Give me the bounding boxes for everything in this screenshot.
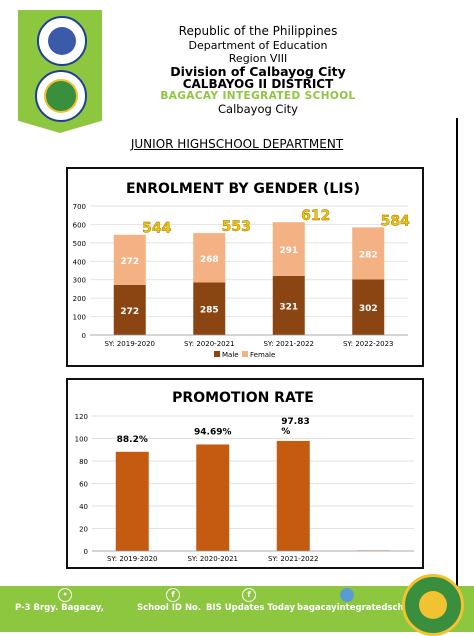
chart-title: PROMOTION RATE [172,390,314,406]
chart-title: ENROLMENT BY GENDER (LIS) [126,181,360,197]
header-district: CALBAYOG II DISTRICT [182,77,334,91]
header-division: Division of Calbayog City [170,64,346,79]
facebook-icon: f [166,588,180,602]
promotion-chart: PROMOTION RATE 0 20 40 60 80 100 120 88.2% SY: 20… [75,390,414,563]
data-label: 94.69% [194,427,232,437]
y-tick-label: 200 [73,295,86,303]
y-tick-label: 60 [79,481,88,489]
x-tick-label: SY: 2022-2023 [343,340,394,348]
y-tick-label: 700 [73,203,86,211]
data-label-total: 612 [301,208,330,224]
deped-seal-logo [37,16,87,66]
bar-male [113,284,146,335]
header-region: Region VIII [228,52,288,65]
y-tick-label: 120 [75,413,88,421]
y-tick-label: 400 [73,258,86,266]
y-tick-label: 100 [73,314,86,322]
data-label-male: 321 [279,302,298,312]
data-label-total: 553 [222,219,251,235]
x-tick-label: SY: 2020-2021 [187,555,238,563]
location-pin-icon: • [58,588,72,602]
footer-bar [0,586,474,632]
data-label-male: 302 [359,304,378,314]
data-label: 88.2% [117,435,148,445]
facebook-page-icon: f [242,588,256,602]
bar-male [272,275,305,335]
y-tick-label: 500 [73,240,86,248]
y-tick-label: 0 [84,548,88,556]
footer-address: P-3 Brgy. Bagacay, [15,603,104,613]
data-label-male: 285 [200,306,219,316]
y-tick-label: 40 [79,503,88,511]
x-tick-label: SY: 2021-2022 [263,340,314,348]
data-label-female: 272 [120,257,139,267]
bar-female [113,234,146,285]
footer-fb-page[interactable]: BIS Updates Today [206,603,295,613]
page-divider-line [456,118,458,596]
y-tick-label: 80 [79,458,88,466]
data-label-female: 282 [359,250,378,260]
y-tick-label: 20 [79,526,88,534]
legend-swatch [214,351,220,357]
header-school-name: BAGACAY INTEGRATED SCHOOL [160,90,356,102]
header-city: Calbayog City [218,102,298,116]
bar-female [352,227,385,280]
legend-label: Female [250,351,275,359]
header-department: Department of Education [188,39,328,52]
footer-school-seal-logo [402,574,464,636]
bar-male [193,282,226,335]
department-title: JUNIOR HIGHSCHOOL DEPARTMENT [130,137,344,151]
data-label-male: 272 [120,307,139,317]
legend-label: Male [222,351,239,359]
data-label: % [281,427,290,437]
y-tick-label: 300 [73,277,86,285]
enrolment-chart: ENROLMENT BY GENDER (LIS) 0 100 200 300 400 50… [73,181,411,359]
bar-female [272,222,305,276]
bar-promotion [115,451,149,551]
footer-school-id: School ID No. [137,603,202,613]
promotion-chart-panel: PROMOTION RATE 0 20 40 60 80 100 120 88.2% SY: 20… [66,378,424,569]
y-tick-label: 100 [75,436,88,444]
legend-swatch [242,351,248,357]
y-tick-label: 600 [73,221,86,229]
school-seal-logo [35,70,87,122]
email-icon [340,588,354,602]
x-tick-label: SY: 2019-2020 [104,340,155,348]
x-tick-label: SY: 2021-2022 [268,555,319,563]
data-label-female: 268 [200,255,219,265]
data-label-total: 584 [381,213,410,229]
bar-male [352,279,385,335]
bar-promotion [196,444,230,551]
x-tick-label: SY: 2020-2021 [184,340,235,348]
header-republic: Republic of the Philippines [178,24,338,38]
footer-email[interactable]: bagacayintegratedsch [297,603,404,613]
data-label: 97.83 [281,417,309,427]
enrolment-chart-panel: ENROLMENT BY GENDER (LIS) 0 100 200 300 400 50… [66,167,424,367]
bar-female [193,233,226,283]
data-label-total: 544 [142,221,171,237]
data-label-female: 291 [279,246,298,256]
bar-promotion [276,440,310,551]
x-tick-label: SY: 2019-2020 [107,555,158,563]
y-tick-label: 0 [82,332,86,340]
